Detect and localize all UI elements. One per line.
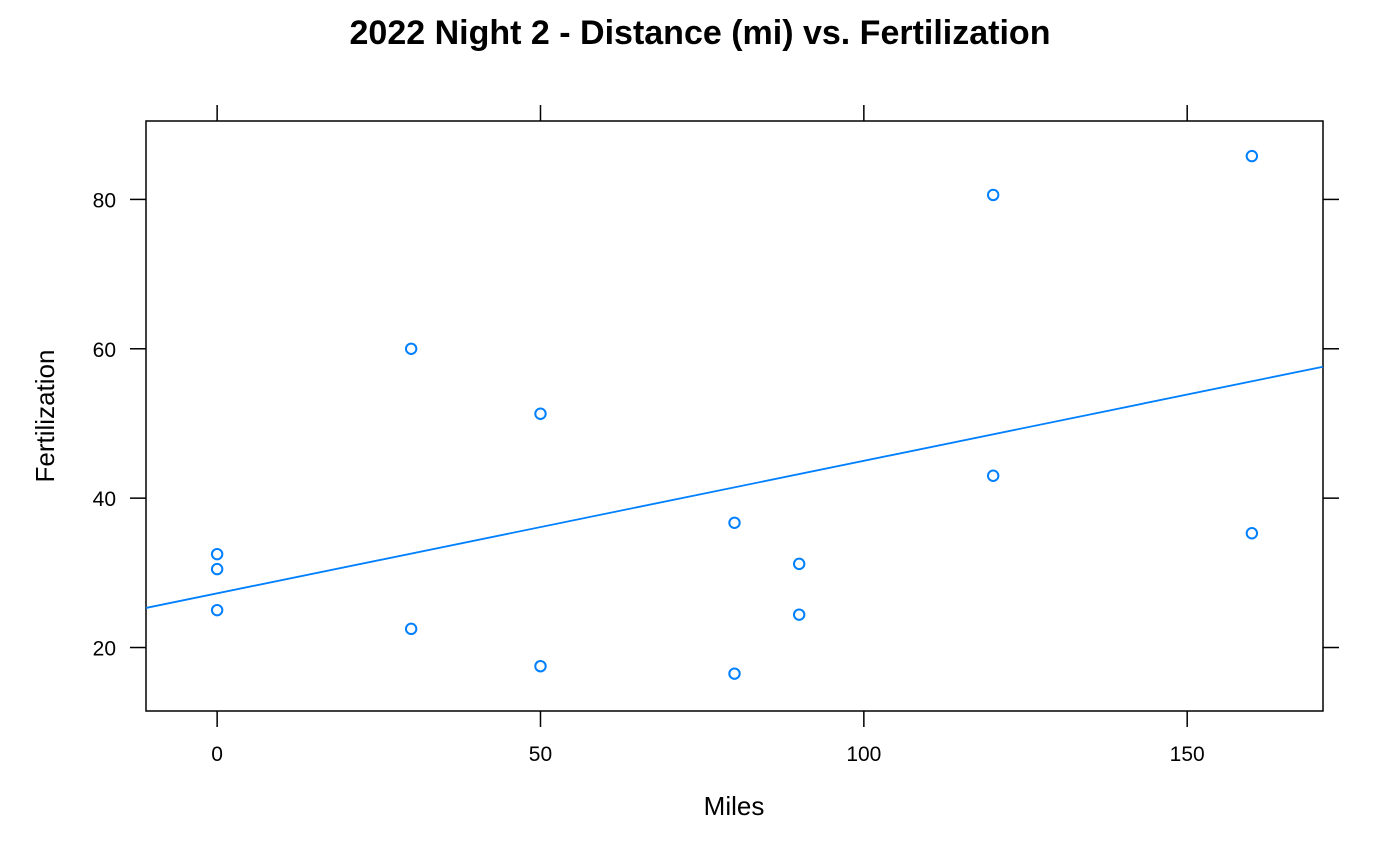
data-point-3	[404, 342, 418, 355]
data-point-14	[1245, 527, 1259, 540]
x-tick-label-1: 50	[529, 743, 552, 766]
chart-title: 2022 Night 2 - Distance (mi) vs. Fertili…	[350, 14, 1051, 52]
data-point-11	[986, 188, 1000, 202]
x-tick-label-0: 0	[211, 743, 223, 766]
data-point-2	[210, 603, 224, 617]
data-point-9	[792, 557, 806, 571]
data-point-5	[534, 407, 547, 420]
plot-frame	[145, 120, 1324, 712]
data-point-6	[534, 659, 547, 673]
y-tick-label-3: 80	[93, 189, 116, 212]
data-point-0	[210, 547, 224, 561]
data-point-12	[986, 469, 1000, 482]
x-tick-label-2: 100	[846, 743, 881, 766]
data-point-8	[728, 667, 741, 680]
data-point-1	[210, 562, 224, 576]
y-tick-label-2: 60	[93, 339, 116, 362]
data-point-13	[1245, 149, 1259, 163]
data-point-10	[792, 608, 806, 621]
tick-labels: 0 50 100 150 20 40 60 80	[93, 189, 1205, 766]
x-tick-label-3: 150	[1170, 743, 1205, 766]
regression-line-layer	[145, 365, 1324, 609]
y-tick-label-0: 20	[93, 638, 116, 661]
axis-ticks	[130, 105, 1339, 727]
data-points	[210, 149, 1259, 680]
data-point-7	[728, 516, 741, 529]
regression-line	[145, 365, 1324, 609]
x-axis-label: Miles	[704, 791, 765, 821]
data-point-4	[404, 622, 418, 636]
y-tick-label-1: 40	[93, 488, 116, 511]
y-axis-label: Fertilization	[30, 350, 60, 483]
